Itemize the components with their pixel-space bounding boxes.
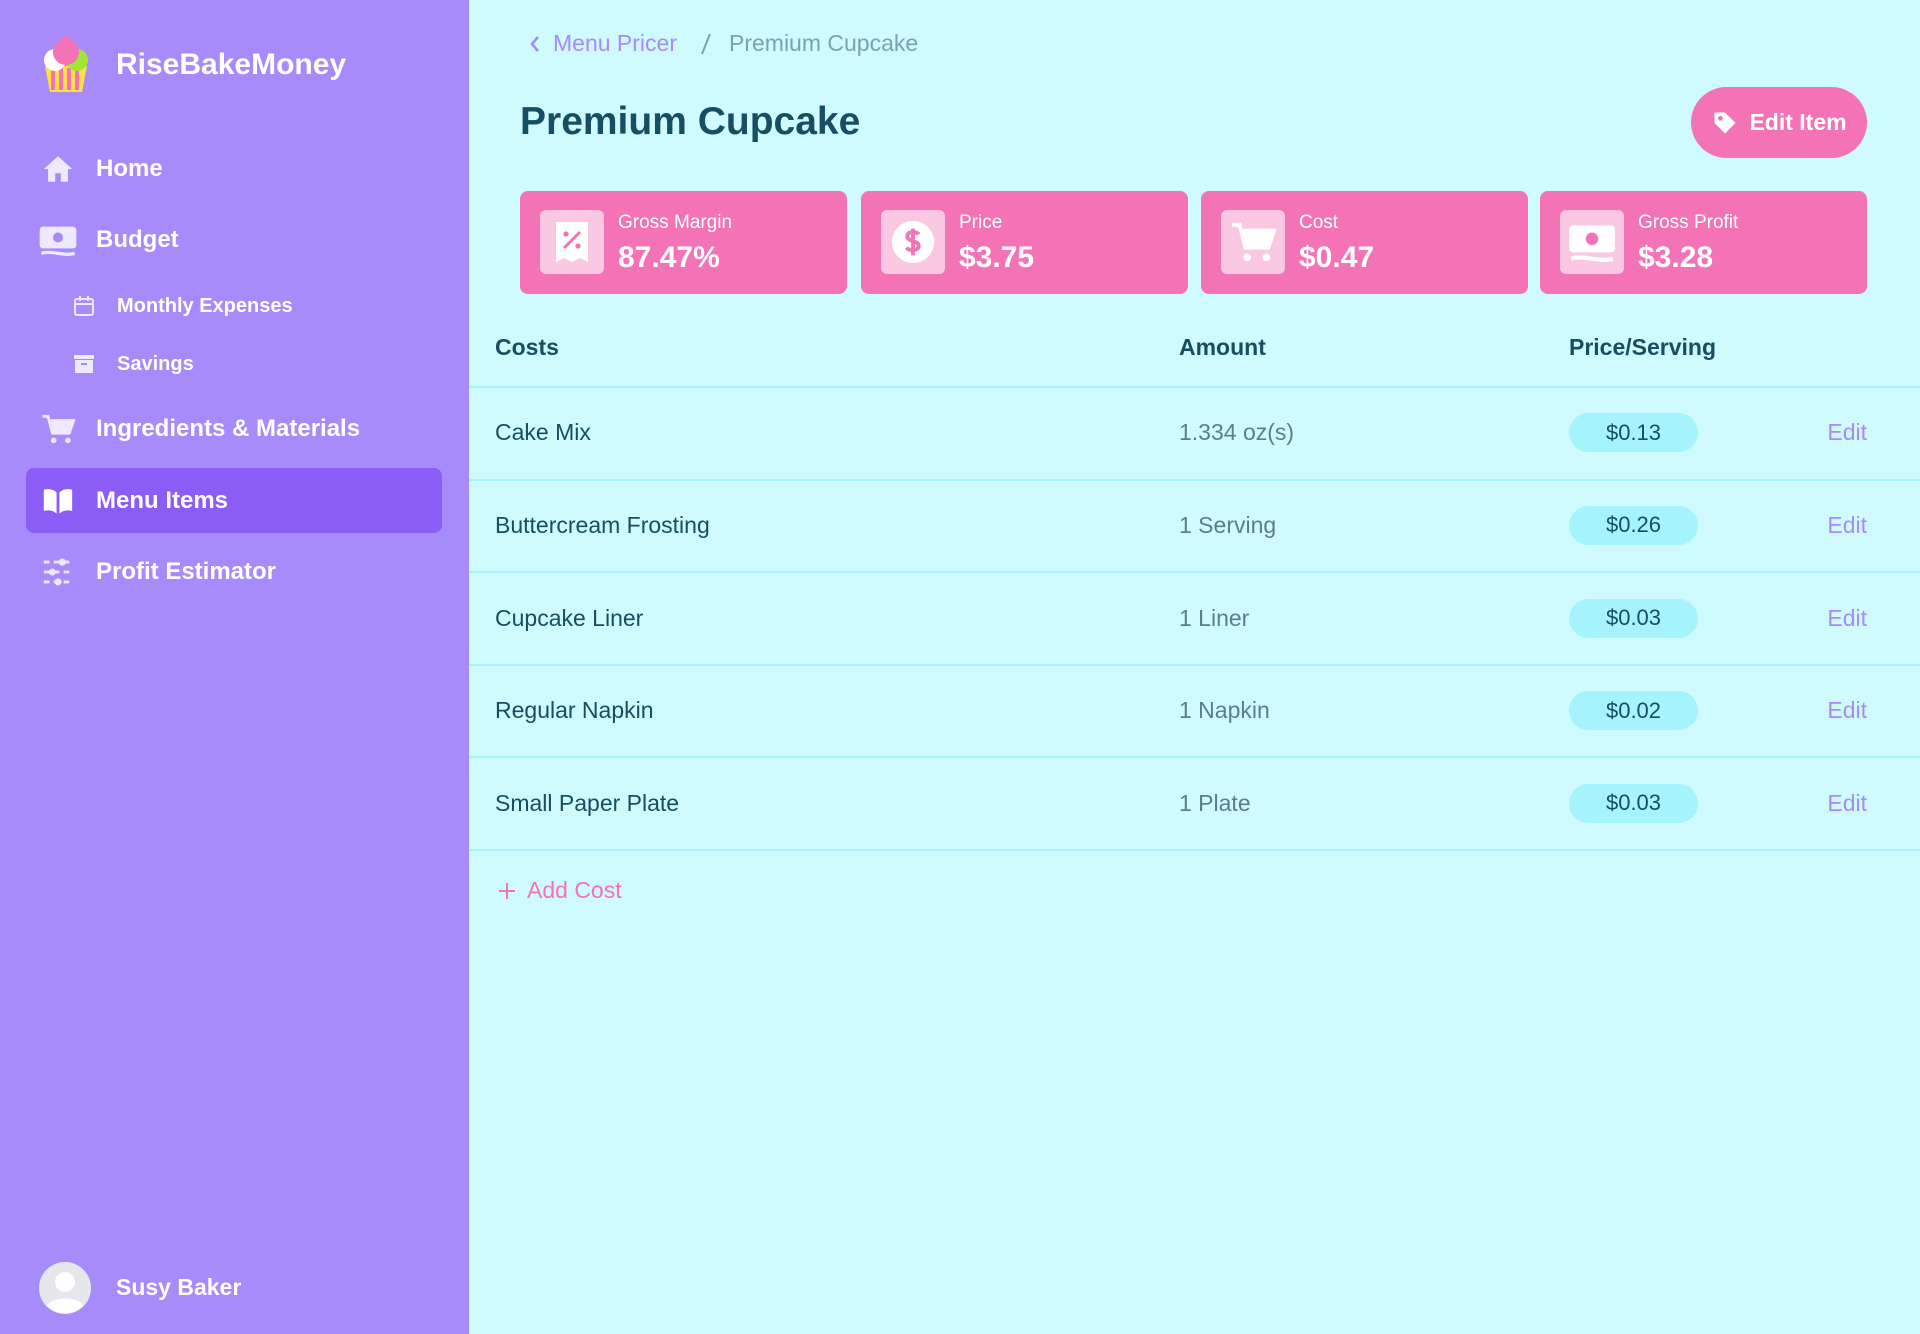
amount: 1 Serving bbox=[1179, 511, 1277, 538]
nav-label: Budget bbox=[96, 226, 179, 253]
nav-label: Home bbox=[96, 155, 163, 182]
icon bbox=[43, 558, 73, 586]
stat-icon bbox=[881, 210, 945, 274]
row-separator bbox=[469, 478, 1920, 481]
price-pill: $0.02 bbox=[1569, 691, 1698, 731]
icon bbox=[39, 226, 77, 256]
stat-card: Gross Profit $3.28 bbox=[1540, 191, 1867, 294]
add-cost-label: Add Cost bbox=[527, 877, 622, 903]
avatar bbox=[39, 1262, 91, 1314]
stat-card: Price $3.75 bbox=[861, 191, 1188, 294]
nav-home[interactable]: Home bbox=[26, 137, 442, 201]
price-pill: $0.13 bbox=[1569, 413, 1698, 453]
amount: 1.334 oz(s) bbox=[1179, 419, 1295, 446]
button-label: Edit Item bbox=[1749, 109, 1847, 135]
breadcrumb-current: Premium Cupcake bbox=[729, 30, 919, 56]
column-header: Price/Serving bbox=[1569, 334, 1717, 360]
cost-name: Small Paper Plate bbox=[495, 789, 680, 816]
amount: 1 Plate bbox=[1179, 789, 1251, 816]
row-separator bbox=[469, 756, 1920, 759]
icon bbox=[499, 882, 515, 899]
stat-value: $0.47 bbox=[1299, 241, 1375, 274]
stat-label: Price bbox=[959, 212, 1003, 233]
price-pill: $0.03 bbox=[1569, 783, 1698, 823]
icon bbox=[43, 488, 73, 514]
cost-name: Cake Mix bbox=[495, 419, 591, 446]
price-pill: $0.26 bbox=[1569, 505, 1698, 545]
icon bbox=[1714, 112, 1736, 133]
cost-name: Regular Napkin bbox=[495, 697, 654, 724]
edit-link[interactable]: Edit bbox=[1827, 419, 1867, 446]
stat-icon bbox=[1221, 210, 1285, 274]
stat-icon bbox=[1560, 210, 1624, 274]
edit-link[interactable]: Edit bbox=[1827, 511, 1867, 538]
amount: 1 Liner bbox=[1179, 604, 1250, 631]
chevron bbox=[530, 36, 539, 52]
cost-name: Cupcake Liner bbox=[495, 604, 644, 631]
icon bbox=[74, 355, 94, 373]
breadcrumb-link[interactable]: Menu Pricer bbox=[553, 30, 677, 56]
row-separator bbox=[469, 849, 1920, 851]
brand[interactable]: RiseBakeMoney bbox=[116, 48, 347, 81]
column-header: Amount bbox=[1179, 334, 1266, 360]
icon bbox=[74, 296, 94, 316]
stat-label: Cost bbox=[1299, 212, 1339, 233]
stat-label: Gross Profit bbox=[1638, 212, 1739, 233]
stat-label: Gross Margin bbox=[618, 212, 733, 233]
breadcrumb-separator bbox=[701, 33, 711, 55]
nav-monthly-expenses[interactable]: Monthly Expenses bbox=[26, 281, 442, 331]
nav-label: Menu Items bbox=[96, 486, 229, 514]
nav-label: Profit Estimator bbox=[96, 558, 277, 585]
sidebar: RiseBakeMoney Home Budget Monthly Expens… bbox=[0, 0, 469, 1334]
nav-savings[interactable]: Savings bbox=[26, 339, 442, 389]
stat-value: $3.28 bbox=[1638, 241, 1714, 274]
icon bbox=[43, 156, 73, 182]
nav-label: Ingredients & Materials bbox=[96, 415, 361, 442]
stat-value: 87.47% bbox=[618, 241, 720, 274]
stat-card: Cost $0.47 bbox=[1201, 191, 1528, 294]
column-header: Costs bbox=[495, 334, 559, 360]
stat-icon bbox=[540, 210, 604, 274]
user-name[interactable]: Susy Baker bbox=[116, 1274, 242, 1300]
edit-link[interactable]: Edit bbox=[1827, 604, 1867, 631]
edit-link[interactable]: Edit bbox=[1827, 697, 1867, 724]
page-title: Premium Cupcake bbox=[520, 100, 861, 143]
row-separator bbox=[469, 571, 1920, 574]
nav-budget[interactable]: Budget bbox=[26, 208, 442, 272]
row-separator bbox=[469, 663, 1920, 666]
icon bbox=[42, 414, 76, 444]
stat-value: $3.75 bbox=[959, 241, 1035, 274]
nav-profit-estimator[interactable]: Profit Estimator bbox=[26, 540, 442, 604]
add-cost-button[interactable]: Add Cost bbox=[497, 877, 622, 904]
amount: 1 Napkin bbox=[1179, 697, 1270, 724]
nav-ingredients[interactable]: Ingredients & Materials bbox=[26, 397, 442, 461]
edit-item-button[interactable]: Edit Item bbox=[1691, 87, 1867, 158]
logo bbox=[44, 36, 88, 92]
nav-menu-items[interactable]: Menu Items bbox=[26, 468, 442, 533]
row-separator bbox=[469, 386, 1920, 388]
nav-label: Monthly Expenses bbox=[117, 294, 293, 317]
stat-card: Gross Margin 87.47% bbox=[520, 191, 847, 294]
edit-link[interactable]: Edit bbox=[1827, 789, 1867, 816]
price-pill: $0.03 bbox=[1569, 598, 1698, 638]
cost-name: Buttercream Frosting bbox=[495, 511, 710, 538]
nav-label: Savings bbox=[117, 352, 194, 375]
